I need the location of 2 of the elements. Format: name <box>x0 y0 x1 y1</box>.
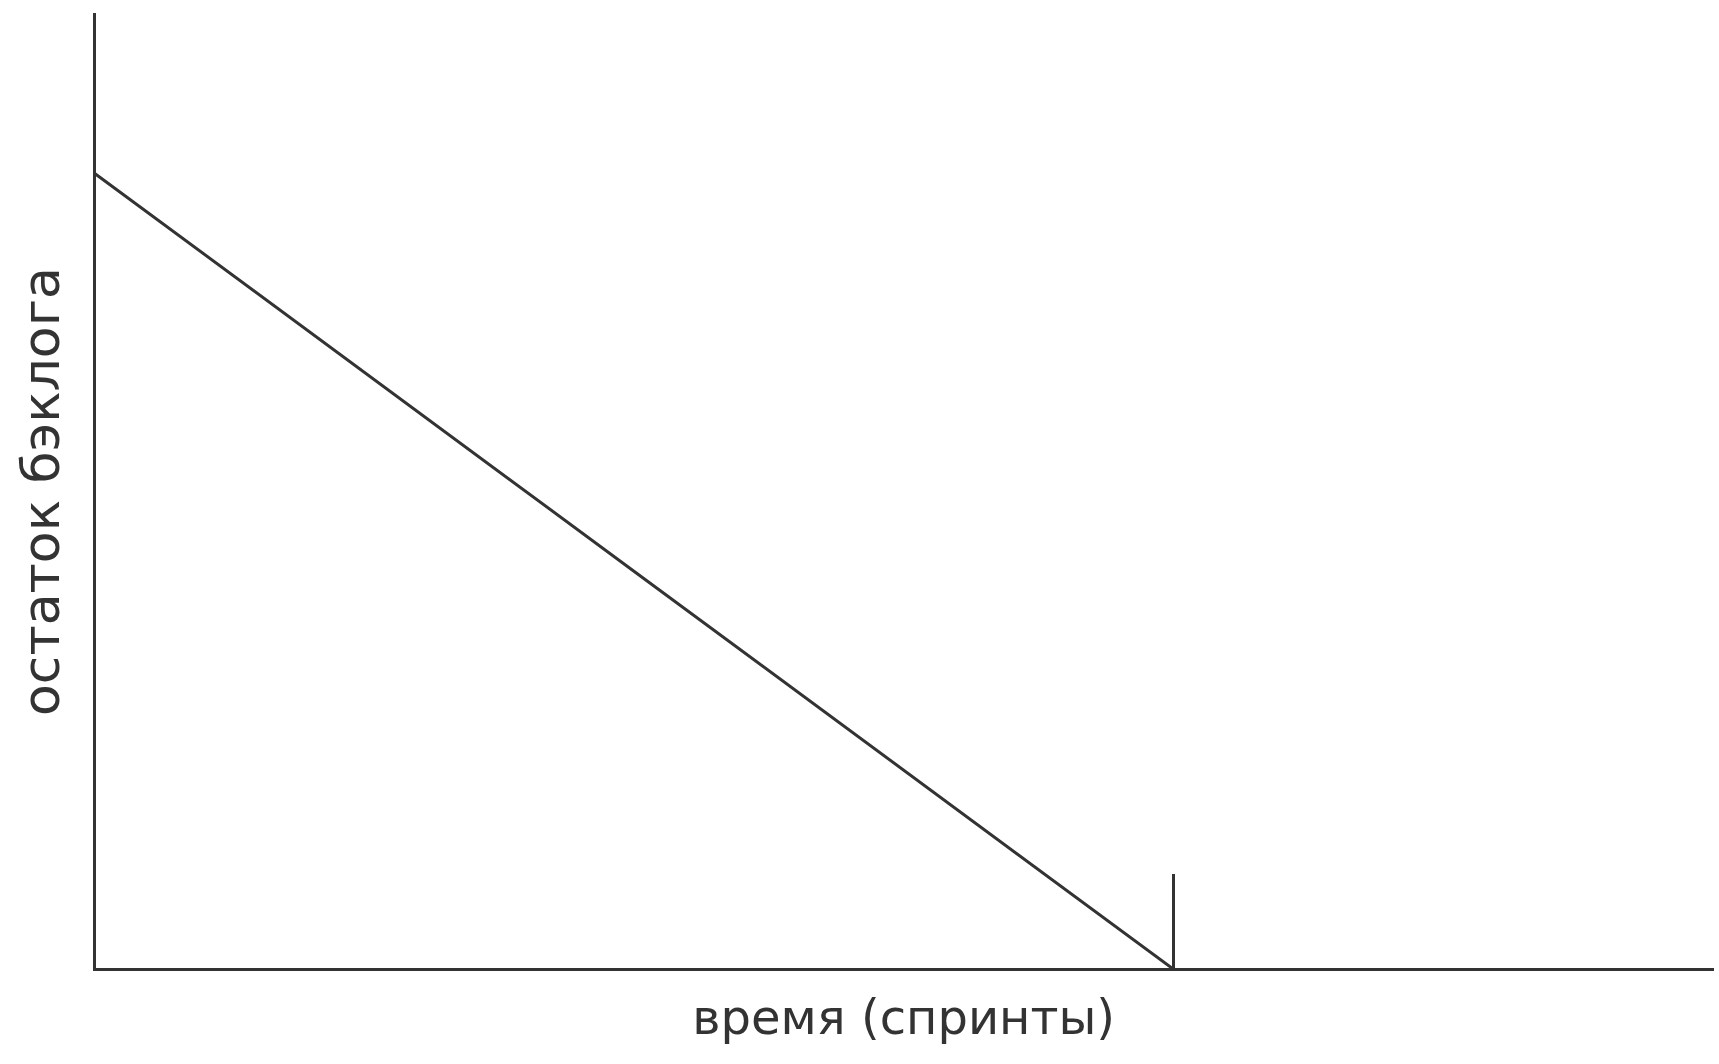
y-axis-title: остаток бэклога <box>10 267 71 717</box>
x-axis-title: время (спринты) <box>692 988 1116 1045</box>
